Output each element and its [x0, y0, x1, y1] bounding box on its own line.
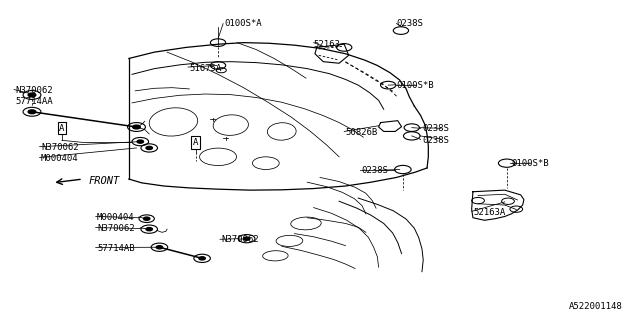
Circle shape [146, 146, 152, 149]
Text: 0100S*B: 0100S*B [396, 81, 434, 90]
Text: 51675A: 51675A [189, 63, 221, 73]
Circle shape [132, 125, 140, 129]
Text: 0100S*A: 0100S*A [225, 19, 262, 28]
Circle shape [146, 228, 152, 231]
Text: A: A [193, 138, 198, 147]
Text: N370062: N370062 [221, 236, 259, 244]
Circle shape [137, 140, 143, 143]
Circle shape [199, 257, 205, 260]
Text: 52163A: 52163A [473, 208, 505, 217]
Circle shape [244, 237, 250, 240]
Circle shape [28, 110, 36, 114]
Circle shape [143, 217, 150, 220]
Text: A522001148: A522001148 [569, 302, 623, 311]
Text: 57714AA: 57714AA [15, 97, 53, 106]
Text: A: A [60, 124, 65, 133]
Text: N370062: N370062 [97, 224, 134, 233]
Text: M000404: M000404 [97, 212, 134, 222]
Circle shape [156, 246, 163, 249]
Text: 0238S: 0238S [422, 124, 449, 133]
Circle shape [28, 93, 36, 97]
Text: FRONT: FRONT [89, 176, 120, 186]
Text: 52163: 52163 [314, 40, 340, 49]
Text: 0100S*B: 0100S*B [511, 159, 548, 168]
Text: M000404: M000404 [41, 154, 79, 163]
Text: N370062: N370062 [41, 143, 79, 152]
Text: N370062: N370062 [15, 86, 53, 95]
Text: 57714AB: 57714AB [97, 244, 134, 253]
Text: 0238S: 0238S [362, 166, 388, 175]
Text: 0238S: 0238S [422, 135, 449, 145]
Text: 0238S: 0238S [396, 19, 423, 28]
Text: 50826B: 50826B [346, 128, 378, 137]
